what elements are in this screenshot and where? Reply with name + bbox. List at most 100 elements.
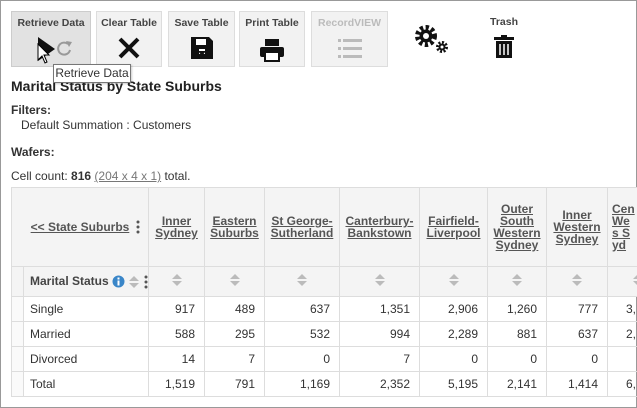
sort-cell [419,266,488,297]
trash-button[interactable]: Trash [479,11,529,61]
sort-icon[interactable] [296,273,308,287]
header-row: << State Suburbs Inner Sydney Eastern Sub… [11,187,637,267]
value-cell [607,346,637,372]
value-cell: 588 [148,321,205,347]
value-cell: 295 [204,321,265,347]
cell-count-suffix: total. [164,169,191,183]
sort-cell [339,266,420,297]
spacer-cell [11,266,24,297]
value-cell: 0 [264,346,340,372]
cell-count-label: Cell count: [11,169,68,183]
spacer-cell [11,371,24,397]
value-cell: 7 [204,346,265,372]
pivot-table: << State Suburbs Inner Sydney Eastern Sub… [11,187,637,397]
column-header-cell: Outer South Western Sydney [487,187,547,267]
sort-icon[interactable] [171,273,183,287]
column-header[interactable]: Inner Western Sydney [553,208,601,246]
sort-icon[interactable] [128,275,140,289]
sort-cell [607,266,637,297]
value-cell: 0 [546,346,608,372]
column-header[interactable]: Canterbury-Bankstown [345,214,414,240]
retrieve-icon [38,37,72,61]
value-cell: 0 [487,346,547,372]
column-dimension-header: << State Suburbs [11,187,149,267]
list-icon [337,39,362,58]
row-dimension-label: Marital Status [30,274,109,289]
filters-label: Filters: [11,103,52,117]
sort-icon[interactable] [229,273,241,287]
value-cell: 2, [607,321,637,347]
column-header-cell: Cen Wes Syd [607,187,637,267]
value-cell: 881 [487,321,547,347]
sort-cell [487,266,547,297]
value-cell: 1,169 [264,371,340,397]
value-cell: 2,352 [339,371,420,397]
filter-item: Default Summation : Customers [21,118,192,132]
column-header[interactable]: Inner Sydney [155,214,198,240]
value-cell: 2,141 [487,371,547,397]
value-cell: 1,414 [546,371,608,397]
info-icon[interactable] [112,275,125,288]
button-label: Clear Table [101,17,157,29]
print-icon [260,39,284,62]
value-cell: 917 [148,296,205,322]
value-cell: 1,260 [487,296,547,322]
pivot-table-container: << State Suburbs Inner Sydney Eastern Sub… [11,187,637,397]
spacer-cell [11,321,24,347]
button-label: RecordVIEW [317,17,381,29]
print-button[interactable]: Print Table [239,11,305,67]
sort-icon[interactable] [448,273,460,287]
spacer-cell [11,296,24,322]
value-cell: 7 [339,346,420,372]
row-label: Total [23,371,149,397]
sort-icon[interactable] [571,273,583,287]
row-label: Married [23,321,149,347]
row-dimension-header: Marital Status [23,266,149,297]
value-cell: 791 [204,371,265,397]
cell-count-dims[interactable]: (204 x 4 x 1) [94,169,162,183]
column-header[interactable]: Outer South Western Sydney [493,202,541,252]
save-button[interactable]: Save Table [168,11,235,67]
value-cell: 3, [607,296,637,322]
column-header[interactable]: Cen Wes Syd [612,202,635,252]
column-header[interactable]: Fairfield-Liverpool [426,214,481,240]
sort-icon[interactable] [374,273,386,287]
clear-icon [118,37,140,59]
mouse-cursor [37,43,51,64]
button-label: Print Table [245,17,299,29]
value-cell: 0 [419,346,488,372]
column-header[interactable]: Eastern Suburbs [210,214,259,240]
column-header-cell: Eastern Suburbs [204,187,265,267]
menu-dots[interactable] [136,220,140,234]
button-label: Retrieve Data [17,17,85,29]
column-header-cell: Inner Western Sydney [546,187,608,267]
sort-cell [148,266,205,297]
clear-button[interactable]: Clear Table [96,11,162,67]
sort-icon[interactable] [632,273,637,287]
column-header-cell: St George-Sutherland [264,187,340,267]
data-row: Total 1,519 791 1,169 2,352 5,195 2,141 1,414 6, [11,371,637,397]
value-cell: 637 [546,321,608,347]
value-cell: 6, [607,371,637,397]
column-dimension-label[interactable]: << State Suburbs [30,219,130,234]
button-label: Trash [489,16,518,28]
column-header-cell: Canterbury-Bankstown [339,187,420,267]
value-cell: 637 [264,296,340,322]
value-cell: 1,351 [339,296,420,322]
value-cell: 532 [264,321,340,347]
recordview-button[interactable]: RecordVIEW [311,11,388,67]
column-header-cell: Inner Sydney [148,187,205,267]
settings-button[interactable] [411,23,451,55]
trash-icon [494,35,514,58]
retrieve-button[interactable]: Retrieve Data [11,11,91,67]
data-row: Married 588 295 532 994 2,289 881 637 2, [11,321,637,347]
column-header[interactable]: St George-Sutherland [270,214,334,240]
sort-row: Marital Status [11,266,637,297]
cell-count: Cell count: 816 (204 x 4 x 1) total. [11,169,190,183]
spacer-cell [11,346,24,372]
sort-cell [546,266,608,297]
column-header-cell: Fairfield-Liverpool [419,187,488,267]
menu-dots[interactable] [144,275,148,289]
value-cell: 489 [204,296,265,322]
sort-icon[interactable] [511,273,523,287]
